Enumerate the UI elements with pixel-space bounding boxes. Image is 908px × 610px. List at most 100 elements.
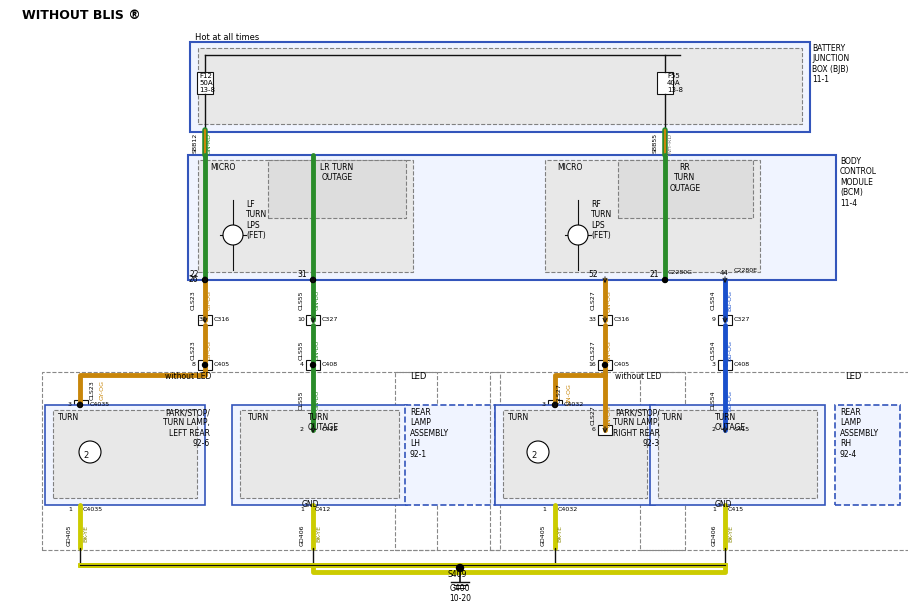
Text: C316: C316 (614, 317, 630, 322)
Text: CLS27: CLS27 (591, 405, 596, 425)
Text: GY-OG: GY-OG (207, 340, 212, 360)
Text: 22: 22 (190, 270, 199, 279)
Bar (198, 48, 802, 124)
Bar (306, 425, 320, 435)
Circle shape (663, 278, 667, 282)
Text: LR TURN
OUTAGE: LR TURN OUTAGE (321, 163, 353, 182)
Bar (74, 400, 88, 410)
Bar (658, 410, 817, 498)
Text: C415: C415 (734, 427, 750, 432)
Text: GN-OG: GN-OG (607, 340, 612, 362)
Text: 8: 8 (192, 362, 196, 367)
Bar (640, 372, 908, 550)
Text: 31: 31 (298, 270, 307, 279)
Text: CLS54: CLS54 (711, 340, 716, 360)
Text: 26: 26 (188, 275, 198, 284)
Text: GD406: GD406 (712, 525, 717, 547)
Circle shape (527, 441, 549, 463)
Circle shape (202, 278, 208, 282)
Text: BK-YE: BK-YE (728, 525, 733, 542)
Text: GN-OG: GN-OG (607, 405, 612, 427)
Bar (306, 315, 320, 325)
Text: GY-OG: GY-OG (100, 380, 105, 400)
Circle shape (603, 362, 607, 367)
Text: CLS55: CLS55 (299, 390, 304, 409)
Text: C316: C316 (214, 317, 230, 322)
Text: C327: C327 (322, 317, 339, 322)
Text: 6: 6 (592, 427, 596, 432)
Bar (718, 315, 732, 325)
Text: 52: 52 (588, 270, 598, 279)
Text: CLS23: CLS23 (191, 340, 196, 360)
Text: GN-OG: GN-OG (607, 290, 612, 312)
Bar (53, 410, 197, 498)
Text: without LED: without LED (615, 372, 661, 381)
Text: F12
50A
13-8: F12 50A 13-8 (199, 73, 215, 93)
Text: CLS27: CLS27 (591, 340, 596, 360)
Text: C408: C408 (322, 362, 338, 367)
Text: BK-YE: BK-YE (316, 525, 321, 542)
Circle shape (457, 564, 463, 572)
Circle shape (552, 403, 558, 407)
Text: BATTERY
JUNCTION
BOX (BJB)
11-1: BATTERY JUNCTION BOX (BJB) 11-1 (812, 44, 849, 84)
Text: GN-BU: GN-BU (315, 290, 320, 310)
Text: 32: 32 (199, 317, 207, 322)
Text: 2: 2 (84, 451, 89, 461)
Text: GD405: GD405 (541, 525, 546, 547)
Circle shape (202, 362, 208, 367)
Bar (268, 160, 406, 218)
Text: BU-OG: BU-OG (727, 290, 732, 311)
Text: C408: C408 (734, 362, 750, 367)
Bar (405, 405, 495, 505)
Text: CLS23: CLS23 (90, 380, 95, 400)
Bar (232, 405, 407, 505)
Text: 2: 2 (712, 427, 716, 432)
Circle shape (568, 225, 588, 245)
Text: S409: S409 (448, 570, 467, 579)
Bar (598, 425, 612, 435)
Text: 33: 33 (589, 317, 597, 322)
Text: C405: C405 (214, 362, 230, 367)
Bar (503, 410, 647, 498)
Text: C2280E: C2280E (734, 268, 758, 273)
Text: 2: 2 (300, 427, 304, 432)
Text: CLS55: CLS55 (299, 290, 304, 309)
Text: GD406: GD406 (300, 525, 305, 547)
Text: WITHOUT BLIS ®: WITHOUT BLIS ® (22, 9, 141, 22)
Bar (718, 425, 732, 435)
Text: SBB12: SBB12 (193, 133, 198, 153)
Text: BU-OG: BU-OG (727, 340, 732, 361)
Text: MICRO: MICRO (210, 163, 235, 172)
Text: TURN: TURN (58, 413, 79, 422)
Text: C405: C405 (614, 362, 630, 367)
Bar (395, 372, 500, 550)
Text: CLS55: CLS55 (299, 340, 304, 359)
Text: C2280G: C2280G (668, 270, 693, 275)
Text: 3: 3 (712, 362, 716, 367)
Bar (306, 360, 320, 370)
Text: GY-OG: GY-OG (207, 290, 212, 310)
Text: 10: 10 (297, 317, 305, 322)
Bar (198, 360, 212, 370)
Circle shape (79, 441, 101, 463)
Bar (490, 372, 685, 550)
Bar (190, 42, 810, 132)
Bar (835, 405, 900, 505)
Text: GND: GND (301, 500, 319, 509)
Bar (657, 72, 673, 94)
Bar (198, 315, 212, 325)
Bar (45, 405, 205, 505)
Bar (198, 160, 413, 272)
Bar (197, 72, 213, 94)
Text: WH-RD: WH-RD (668, 133, 673, 156)
Text: 3: 3 (68, 402, 72, 407)
Text: GN-OG: GN-OG (567, 383, 572, 405)
Circle shape (77, 403, 83, 407)
Bar (548, 400, 562, 410)
Text: 16: 16 (588, 362, 596, 367)
Text: C327: C327 (734, 317, 750, 322)
Text: PARK/STOP/
TURN LAMP,
LEFT REAR
92-6: PARK/STOP/ TURN LAMP, LEFT REAR 92-6 (163, 408, 210, 448)
Text: BU-OG: BU-OG (727, 390, 732, 411)
Text: F55
40A
13-8: F55 40A 13-8 (667, 73, 683, 93)
Text: 2: 2 (531, 451, 537, 461)
